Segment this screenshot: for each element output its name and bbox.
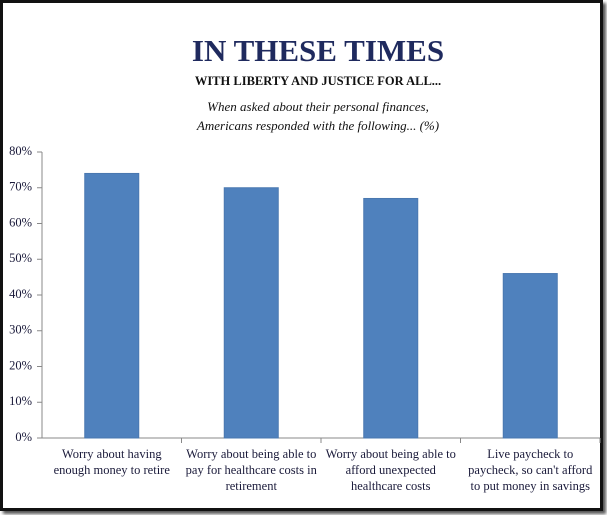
x-tick-label: Worry about being able to pay for health… <box>185 447 317 493</box>
y-tick-label: 0% <box>15 430 32 444</box>
annotation: When asked about their personal finances… <box>207 99 429 114</box>
chart-subtitle: WITH LIBERTY AND JUSTICE FOR ALL... <box>195 74 441 88</box>
x-tick-label: Worry about being able to afford unexpec… <box>325 447 456 493</box>
y-tick-label: 50% <box>9 251 32 265</box>
chart-title: IN THESE TIMES <box>192 33 444 68</box>
y-tick-label: 60% <box>9 215 32 229</box>
bar <box>502 273 558 439</box>
y-tick-label: 80% <box>9 144 32 158</box>
bar <box>223 187 279 439</box>
y-tick-label: 20% <box>9 358 32 372</box>
y-tick-label: 10% <box>9 394 32 408</box>
bar <box>84 172 140 439</box>
y-tick-label: 30% <box>9 323 32 337</box>
y-tick-label: 70% <box>9 180 32 194</box>
bar <box>363 197 419 439</box>
annotation: Americans responded with the following..… <box>196 118 439 133</box>
x-tick-label: Live paycheck to paycheck, so can't affo… <box>468 447 593 493</box>
y-tick-label: 40% <box>9 287 32 301</box>
x-tick-label: Worry about having enough money to retir… <box>53 447 170 477</box>
